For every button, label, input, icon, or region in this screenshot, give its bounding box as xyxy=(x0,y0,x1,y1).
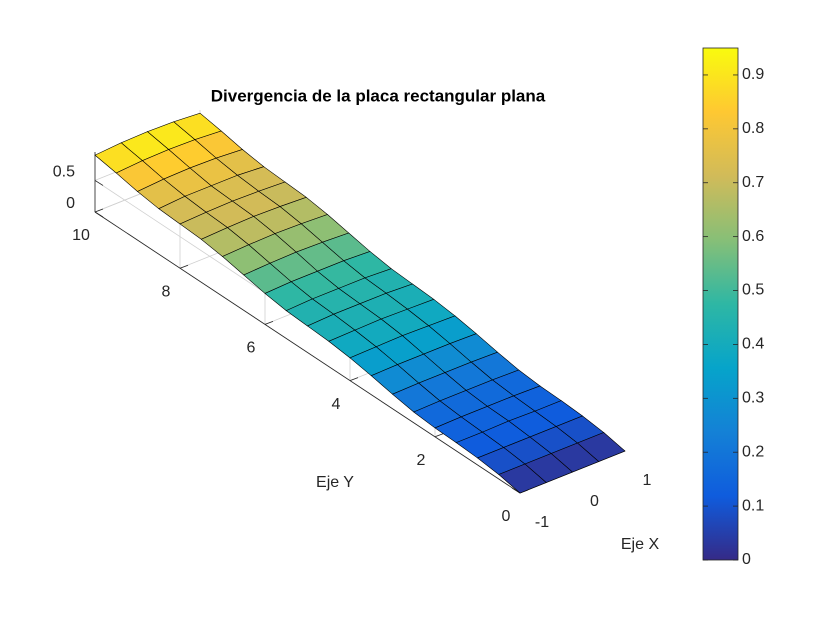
colorbar-tick-label: 0.3 xyxy=(742,390,764,407)
surface-patch xyxy=(576,432,626,462)
colorbar-tick-label: 0.2 xyxy=(742,443,764,460)
y-tick-label: 10 xyxy=(72,227,90,244)
y-tick-label: 0 xyxy=(502,508,511,525)
colorbar-tick-label: 0 xyxy=(742,551,751,568)
colorbar-tick-label: 0.9 xyxy=(742,66,764,83)
y-tick-label: 8 xyxy=(162,283,171,300)
y-tick xyxy=(349,377,359,381)
chart-title: Divergencia de la placa rectangular plan… xyxy=(211,86,546,105)
y-tick xyxy=(94,208,104,213)
x-tick-label: -1 xyxy=(535,514,549,531)
axis-line xyxy=(94,211,521,494)
y-tick-label: 6 xyxy=(247,340,256,357)
colorbar-tick-label: 0.4 xyxy=(742,336,764,353)
y-tick xyxy=(179,264,189,269)
colorbar-tick-label: 0.5 xyxy=(742,282,764,299)
x-axis-label: Eje X xyxy=(621,536,660,553)
surface xyxy=(94,112,626,494)
colorbar xyxy=(702,47,739,561)
colorbar-tick-label: 0.8 xyxy=(742,120,764,137)
colorbar-tick-label: 0.6 xyxy=(742,228,764,245)
z-tick xyxy=(94,180,104,186)
z-tick-label: 0 xyxy=(66,195,75,212)
colorbar-tick-label: 0.1 xyxy=(742,497,764,514)
y-tick-label: 2 xyxy=(417,452,426,469)
z-tick-label: 0.5 xyxy=(53,164,75,181)
y-axis-label: Eje Y xyxy=(316,474,354,491)
y-tick xyxy=(434,433,444,438)
x-tick-label: 0 xyxy=(590,493,599,510)
colorbar-tick-label: 0.7 xyxy=(742,174,764,191)
y-tick-label: 4 xyxy=(332,396,341,413)
z-tick xyxy=(94,211,104,218)
x-tick-label: 1 xyxy=(643,472,652,489)
y-tick xyxy=(264,321,274,325)
